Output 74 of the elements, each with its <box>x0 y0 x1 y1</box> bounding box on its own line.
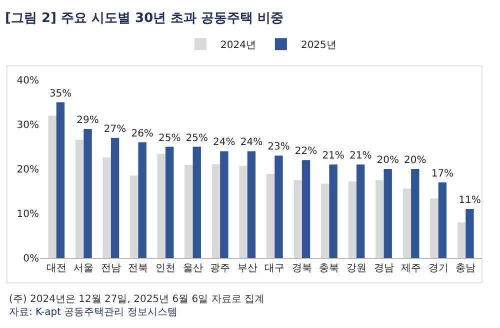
bar <box>430 198 438 258</box>
bar <box>75 140 84 258</box>
x-tick-label: 부산 <box>237 263 258 274</box>
x-tick-label: 울산 <box>182 263 203 274</box>
y-tick-label: 40% <box>16 76 39 86</box>
x-tick-label: 충북 <box>319 263 340 274</box>
bar <box>348 181 356 258</box>
x-tick-label: 서울 <box>74 263 94 274</box>
bar <box>294 180 302 258</box>
bar <box>356 164 365 258</box>
bar <box>130 176 138 258</box>
data-label: 24% <box>213 137 236 148</box>
legend-label: 2024년 <box>220 40 256 52</box>
x-tick-label: 인천 <box>156 263 176 274</box>
data-label: 27% <box>104 124 126 135</box>
x-tick-label: 전북 <box>128 263 148 274</box>
bar <box>56 102 65 258</box>
x-tick-label: 전남 <box>100 263 121 274</box>
data-label: 29% <box>76 114 99 126</box>
data-label: 23% <box>268 142 290 153</box>
bar <box>457 222 466 258</box>
bar <box>274 156 283 258</box>
bar <box>220 151 228 258</box>
bar <box>102 157 111 258</box>
x-tick-label: 제주 <box>401 263 422 274</box>
x-tick-label: 경기 <box>428 263 448 274</box>
bar <box>212 164 220 258</box>
bar <box>110 138 120 258</box>
bar <box>84 128 92 258</box>
text: (주) 2024년은 12월 27일, 2025년 6월 6일 자료로 집계 <box>9 294 264 305</box>
bar <box>138 142 146 258</box>
data-label: 25% <box>186 132 208 144</box>
bar <box>321 184 330 258</box>
bar <box>329 164 338 258</box>
data-label: 20% <box>404 155 426 166</box>
legend-label: 2025년 <box>300 40 336 52</box>
bar <box>384 169 392 258</box>
data-label: 24% <box>240 137 263 148</box>
bar <box>402 188 412 258</box>
data-label: 11% <box>458 195 481 206</box>
x-tick-label: 광주 <box>210 263 230 274</box>
data-label: 25% <box>158 132 181 144</box>
y-tick-label: 10% <box>16 209 39 220</box>
x-tick-label: 충남 <box>456 263 476 274</box>
y-tick-label: 0% <box>23 254 39 264</box>
x-tick-label: 경북 <box>292 263 312 274</box>
bar <box>184 165 193 258</box>
text: 자료: K-apt 공동주택관리 정보시스템 <box>9 307 178 318</box>
bar <box>266 174 275 258</box>
bar <box>376 180 384 258</box>
data-label: 17% <box>431 168 454 180</box>
bar <box>239 166 248 258</box>
x-tick-label: 대구 <box>264 263 285 274</box>
bar <box>302 160 310 258</box>
data-label: 20% <box>376 155 399 166</box>
bar <box>166 146 174 258</box>
bar <box>192 146 201 258</box>
chart-title: [그림 2] 주요 시도별 30년 초과 공동주택 비중 <box>5 11 284 26</box>
x-tick-label: 경남 <box>374 263 394 274</box>
bar <box>48 116 56 258</box>
data-label: 35% <box>49 88 72 100</box>
x-tick-label: 강원 <box>346 263 366 274</box>
y-tick-label: 30% <box>16 120 39 131</box>
bar <box>466 209 474 258</box>
data-label: 21% <box>322 150 344 162</box>
bar <box>247 151 256 258</box>
data-label: 21% <box>349 150 372 162</box>
data-label: 22% <box>294 146 318 158</box>
bar <box>438 182 447 258</box>
bar <box>157 154 166 258</box>
data-label: 26% <box>131 128 154 140</box>
bar <box>411 169 420 258</box>
x-tick-label: 대전 <box>46 263 66 274</box>
y-tick-label: 20% <box>16 164 39 176</box>
